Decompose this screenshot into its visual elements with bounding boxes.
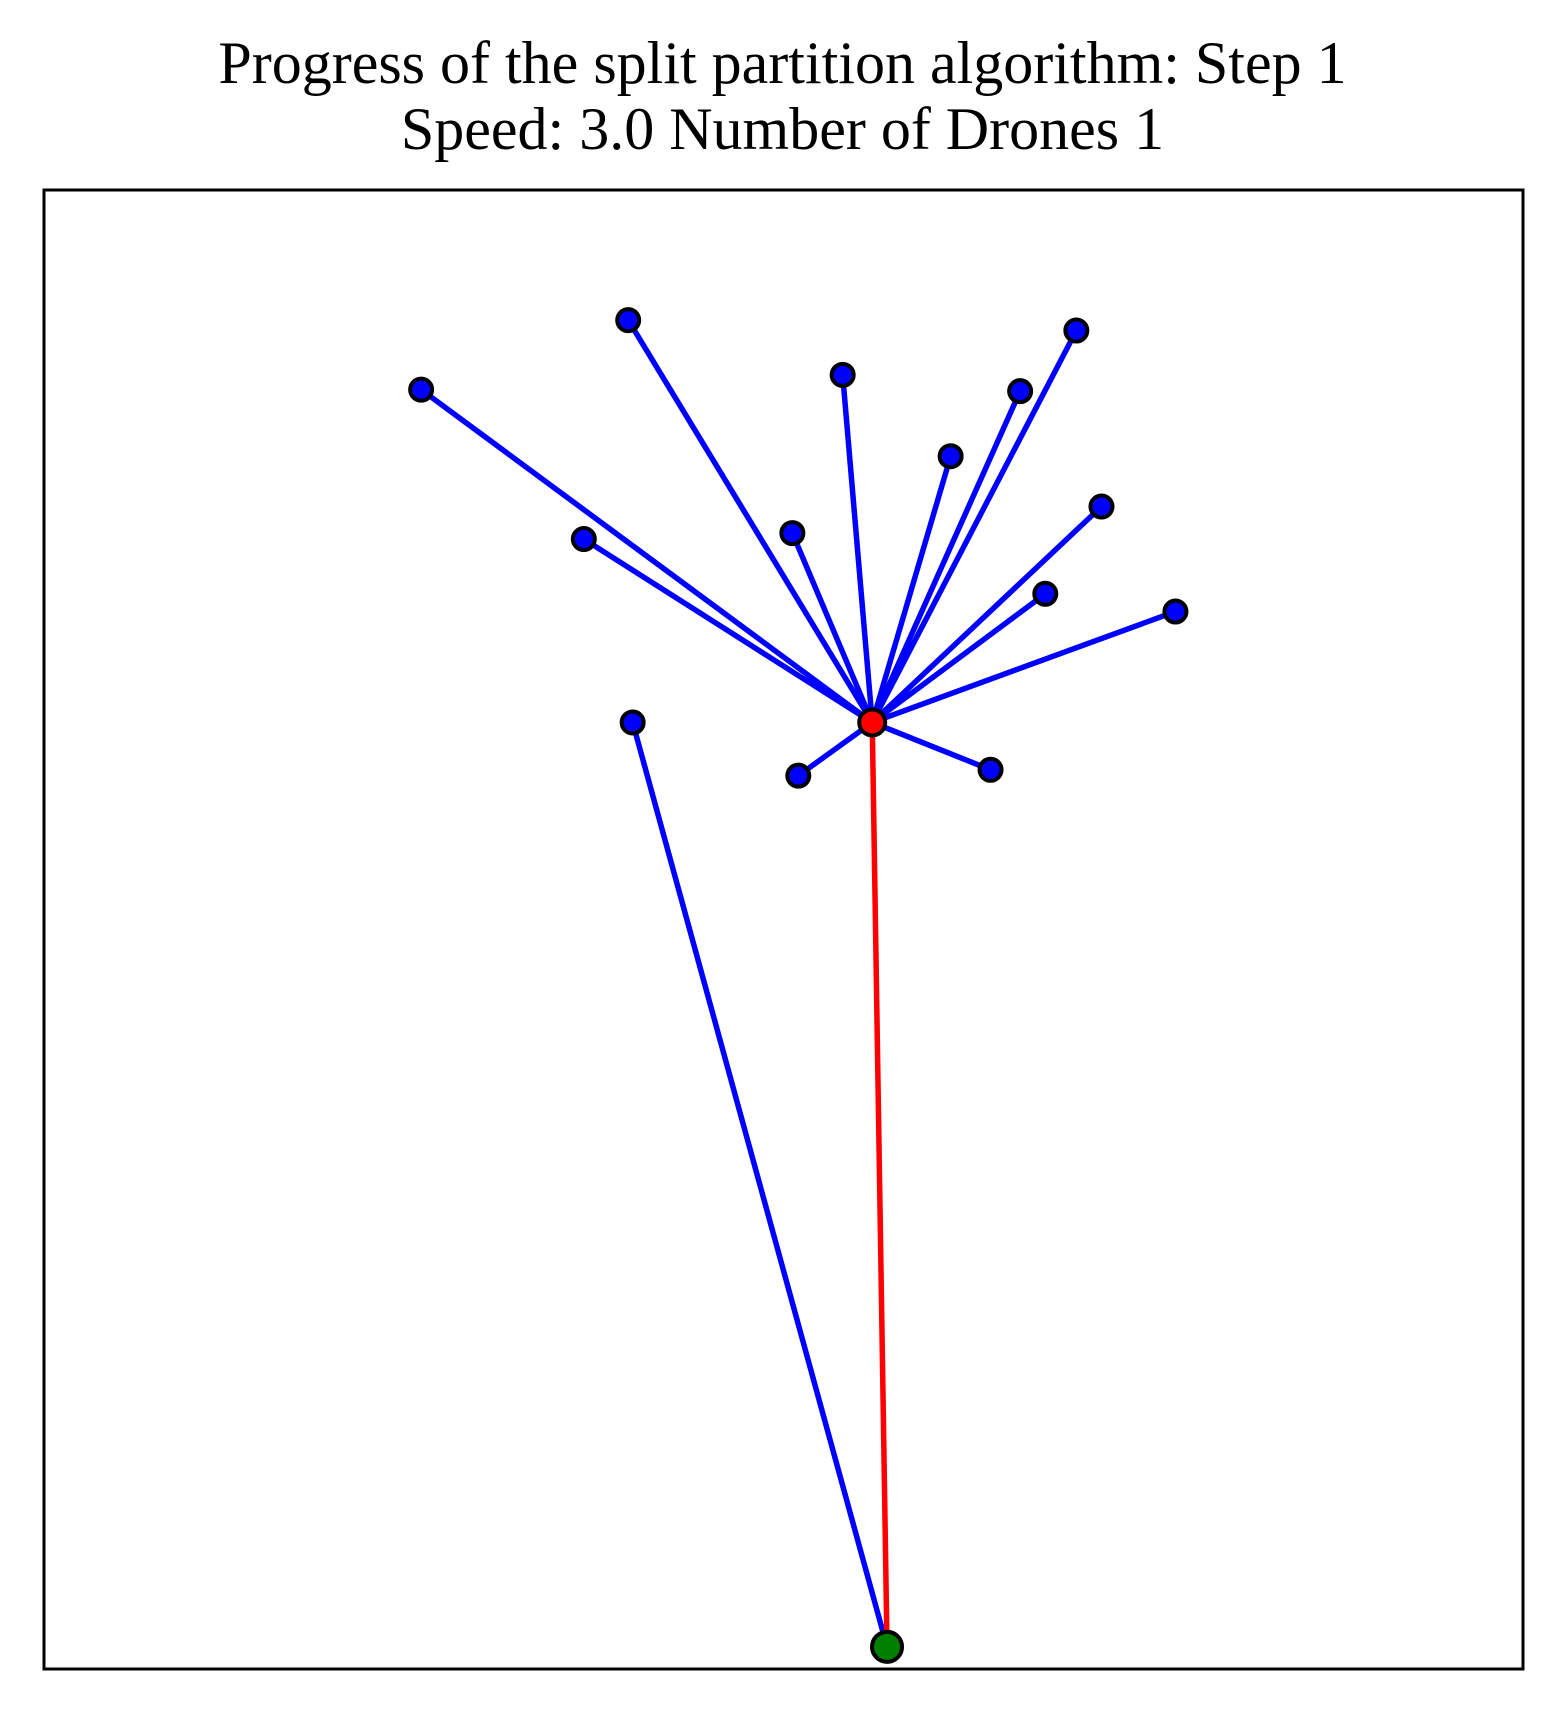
assignment-edge bbox=[839, 372, 875, 726]
data-point bbox=[1063, 317, 1090, 344]
data-point bbox=[570, 526, 597, 553]
data-point bbox=[1088, 493, 1115, 520]
chart-title-block: Progress of the split partition algorith… bbox=[0, 30, 1565, 162]
data-point bbox=[1007, 378, 1034, 405]
data-point bbox=[615, 307, 642, 334]
depot-point bbox=[870, 1629, 905, 1664]
chart-subtitle: Speed: 3.0 Number of Drones 1 bbox=[400, 96, 1165, 162]
data-point bbox=[785, 762, 812, 789]
assignment-edge bbox=[418, 386, 875, 726]
route-edge bbox=[869, 719, 890, 1650]
assignment-edge bbox=[869, 453, 954, 726]
points-layer bbox=[408, 307, 1189, 1664]
data-point bbox=[977, 756, 1004, 783]
data-point bbox=[408, 376, 435, 403]
hub-point bbox=[857, 707, 888, 738]
assignment-edge bbox=[869, 388, 1023, 726]
data-point bbox=[937, 443, 964, 470]
assignment-edge bbox=[869, 608, 1179, 726]
data-point bbox=[1162, 598, 1189, 625]
chart-title: Progress of the split partition algorith… bbox=[218, 30, 1347, 96]
assignment-edge bbox=[795, 719, 875, 779]
data-point bbox=[779, 520, 806, 547]
assignment-edge bbox=[869, 591, 1049, 726]
assignment-edge bbox=[581, 536, 875, 726]
edges-layer bbox=[418, 317, 1179, 1650]
assignment-edge bbox=[869, 327, 1080, 726]
assignment-edge bbox=[629, 719, 890, 1650]
assignment-edge bbox=[869, 503, 1105, 726]
assignment-edge bbox=[869, 719, 994, 773]
data-point bbox=[619, 709, 646, 736]
plot-frame bbox=[42, 188, 1525, 1671]
data-point bbox=[1032, 580, 1059, 607]
assignment-edge bbox=[789, 530, 875, 726]
assignment-edge bbox=[625, 317, 875, 726]
data-point bbox=[829, 361, 856, 388]
